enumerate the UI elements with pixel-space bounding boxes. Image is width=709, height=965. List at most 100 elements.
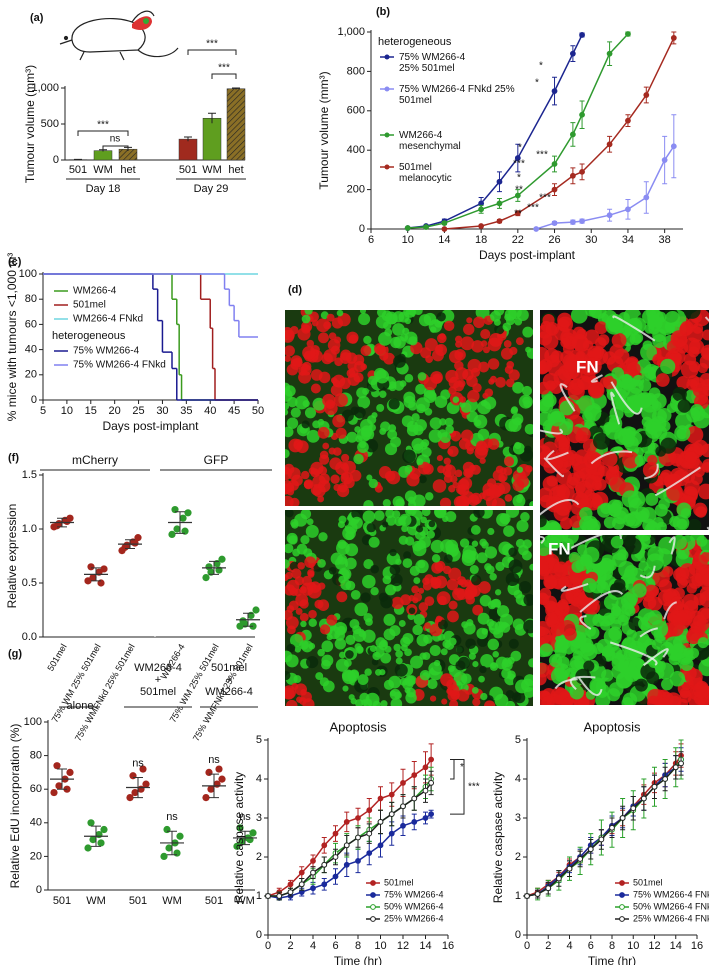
fibre [560, 583, 589, 592]
cell [479, 538, 487, 547]
data-point [662, 776, 669, 782]
y-tick-label: 0 [359, 223, 365, 235]
cell [416, 458, 424, 466]
cell [290, 407, 301, 418]
cell [392, 496, 405, 506]
data-point [66, 768, 74, 777]
cell [545, 600, 557, 613]
cell [654, 503, 668, 517]
cell [306, 518, 314, 526]
data-point [87, 563, 95, 571]
cell [457, 578, 465, 586]
legend-marker [619, 916, 625, 922]
cell [512, 381, 524, 394]
cell [379, 427, 387, 435]
x-tick-label: WM [202, 164, 222, 176]
y-tick-label: 1 [256, 890, 262, 902]
cell [388, 424, 397, 433]
cell [419, 669, 431, 681]
significance-bracket [211, 73, 237, 79]
cell [370, 587, 379, 596]
significance-label: *** [536, 150, 548, 161]
data-point [355, 834, 361, 841]
panel-label: (d) [288, 284, 302, 296]
cell [508, 547, 518, 557]
cell [285, 409, 289, 416]
cell [630, 317, 647, 334]
data-point [298, 869, 305, 876]
data-point [670, 143, 677, 150]
significance-label: ns [110, 134, 121, 145]
data-point [100, 825, 108, 834]
error-bar [57, 517, 67, 528]
cell [468, 550, 479, 561]
cell [357, 674, 369, 686]
cell [333, 483, 341, 492]
data-point [160, 852, 168, 861]
fibre [554, 678, 578, 690]
cell [334, 393, 348, 408]
cell [436, 312, 446, 322]
cell [512, 442, 525, 455]
cell [304, 556, 316, 568]
cell [478, 581, 491, 594]
legend-header: heterogeneous [52, 330, 126, 342]
cell [368, 536, 380, 548]
cell [426, 530, 435, 539]
cell [398, 513, 412, 527]
y-axis-label: Tumour volume (mm³) [23, 65, 37, 183]
cell [473, 510, 485, 518]
cell [285, 355, 291, 362]
micrograph [285, 510, 533, 706]
data-point [310, 858, 316, 864]
cell [466, 447, 474, 455]
fibre [559, 383, 576, 412]
cell [305, 524, 319, 538]
cell [384, 470, 396, 482]
data-point [176, 832, 184, 840]
cell [351, 510, 364, 520]
cell [285, 426, 294, 438]
x-tick-label: het [228, 164, 243, 176]
cell [515, 538, 525, 548]
cell [416, 634, 429, 647]
cell [476, 627, 488, 640]
cell [401, 525, 409, 533]
cell [479, 665, 487, 674]
cell [285, 385, 296, 397]
cell [286, 487, 295, 496]
cell [388, 675, 402, 689]
x-tick-label: WM [86, 895, 106, 907]
cell [505, 418, 519, 432]
cell [334, 638, 347, 650]
cell [540, 559, 549, 575]
bar [178, 138, 198, 161]
cell [697, 483, 709, 500]
data-point [89, 836, 97, 844]
data-point [121, 543, 129, 551]
cell [685, 668, 703, 687]
legend-marker [384, 164, 390, 170]
cell [479, 492, 486, 500]
cell [546, 475, 558, 487]
cell [477, 612, 490, 625]
x-tick-label: het [120, 164, 135, 176]
y-tick-label: 0.5 [22, 577, 37, 589]
micrograph [285, 310, 533, 506]
cell [463, 622, 476, 635]
cell [488, 332, 503, 347]
group-label: 501mel + WM266-4 [205, 662, 253, 698]
x-tick-label: 501 [205, 895, 223, 907]
cell [647, 610, 663, 625]
cell [379, 669, 386, 676]
cell [567, 472, 581, 486]
cell [558, 576, 570, 588]
fibre [545, 449, 569, 461]
x-tick-label: 40 [204, 405, 216, 417]
cell [543, 575, 558, 590]
data-point [428, 756, 435, 763]
cell [601, 669, 614, 682]
error-bar [57, 768, 67, 790]
cell [302, 400, 310, 408]
cell [332, 414, 346, 428]
